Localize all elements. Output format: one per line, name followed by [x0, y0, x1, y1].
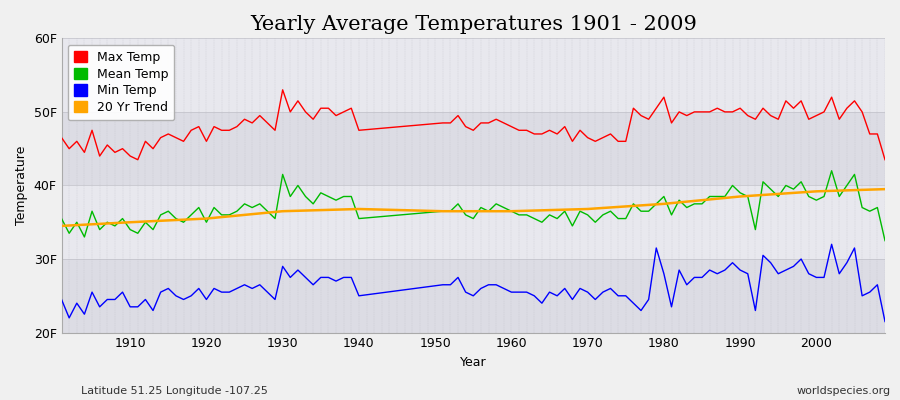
Bar — [61, 112, 885, 186]
Bar — [61, 186, 885, 259]
Text: worldspecies.org: worldspecies.org — [796, 386, 891, 396]
Text: Latitude 51.25 Longitude -107.25: Latitude 51.25 Longitude -107.25 — [81, 386, 268, 396]
X-axis label: Year: Year — [460, 356, 487, 369]
Y-axis label: Temperature: Temperature — [15, 146, 28, 225]
Title: Yearly Average Temperatures 1901 - 2009: Yearly Average Temperatures 1901 - 2009 — [250, 15, 697, 34]
Bar — [61, 38, 885, 112]
Bar — [61, 259, 885, 332]
Legend: Max Temp, Mean Temp, Min Temp, 20 Yr Trend: Max Temp, Mean Temp, Min Temp, 20 Yr Tre… — [68, 44, 175, 120]
